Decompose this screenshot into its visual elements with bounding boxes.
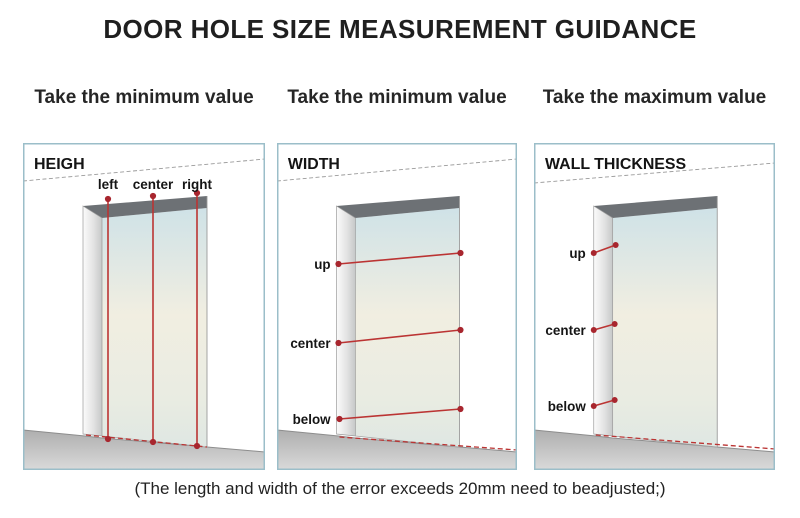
- panel-border: [534, 143, 775, 470]
- measurement-overlay: up center below: [545, 242, 775, 450]
- threshold-dashed-line: [595, 434, 775, 450]
- panel-title-height: HEIGH: [34, 156, 85, 173]
- measure-label-below: below: [548, 399, 587, 414]
- measure-line-up: [338, 252, 461, 265]
- measure-dot: [104, 435, 112, 443]
- measure-dot: [193, 442, 201, 450]
- measure-label-up: up: [569, 246, 585, 261]
- measure-label-center: center: [290, 336, 331, 351]
- wall-top-line: [277, 158, 517, 182]
- panel-title-wall-thickness: WALL THICKNESS: [545, 156, 687, 173]
- measure-label-up: up: [314, 257, 330, 272]
- panel-title-width: WIDTH: [288, 156, 340, 173]
- measure-label-center: center: [545, 323, 586, 338]
- subtitle-row: Take the minimum value Take the minimum …: [0, 87, 800, 109]
- measure-dot: [104, 195, 112, 203]
- subtitle-height: Take the minimum value: [34, 87, 254, 108]
- measure-dot: [612, 242, 619, 248]
- panel-border: [23, 143, 265, 470]
- measure-label-left: left: [98, 177, 119, 192]
- measure-line-center: [593, 323, 615, 331]
- panel-border: [277, 143, 517, 470]
- wall-top-line: [534, 162, 775, 184]
- door-interior: [102, 208, 207, 447]
- measure-dot: [590, 327, 597, 333]
- door-interior: [355, 208, 460, 447]
- ground: [534, 430, 775, 470]
- subtitle-wall-thickness: Take the maximum value: [542, 87, 767, 108]
- panel-width-diagram: up center below WIDTH: [277, 143, 517, 470]
- measure-label-below: below: [293, 412, 331, 427]
- measure-line-below: [339, 408, 461, 420]
- measure-line-center: [338, 329, 461, 344]
- door-jamb: [336, 205, 356, 437]
- ground: [277, 430, 517, 470]
- measurement-overlay: up center below: [290, 249, 517, 451]
- page-title: DOOR HOLE SIZE MEASUREMENT GUIDANCE: [103, 14, 697, 44]
- door-lintel: [336, 196, 460, 218]
- panel-row: left center right HEIGH: [0, 143, 800, 470]
- door-lintel: [83, 196, 207, 218]
- measure-dot: [457, 326, 464, 334]
- measurement-overlay: left center right: [85, 177, 212, 450]
- measure-dot: [457, 405, 464, 413]
- measure-dot: [590, 250, 597, 256]
- measure-dot: [335, 260, 342, 268]
- panel-wall-thickness-diagram: up center below WALL THICKNESS: [534, 143, 775, 470]
- ground-edge-line: [23, 429, 265, 453]
- measure-dot: [149, 438, 157, 446]
- measure-label-center: center: [133, 177, 174, 192]
- panel-height-diagram: left center right HEIGH: [23, 143, 265, 470]
- measure-dot: [590, 403, 597, 409]
- measure-line-up: [593, 244, 616, 254]
- ground: [23, 430, 265, 470]
- measure-dot: [611, 321, 618, 327]
- measure-dot: [336, 415, 343, 423]
- door-jamb: [82, 205, 103, 437]
- subtitle-width: Take the minimum value: [287, 87, 507, 108]
- measure-dot: [193, 189, 201, 197]
- threshold-dashed-line: [339, 436, 517, 451]
- measure-dot: [457, 249, 464, 257]
- measure-label-right: right: [182, 177, 212, 192]
- door-lintel: [593, 196, 718, 218]
- footer-note: (The length and width of the error excee…: [134, 479, 666, 498]
- door-interior: [612, 208, 718, 447]
- wall-top-line: [23, 158, 265, 182]
- measure-line-below: [593, 399, 615, 407]
- measure-dot: [335, 339, 342, 347]
- ground-edge-line: [534, 429, 775, 453]
- measure-dot: [149, 192, 157, 200]
- measure-dot: [611, 397, 618, 403]
